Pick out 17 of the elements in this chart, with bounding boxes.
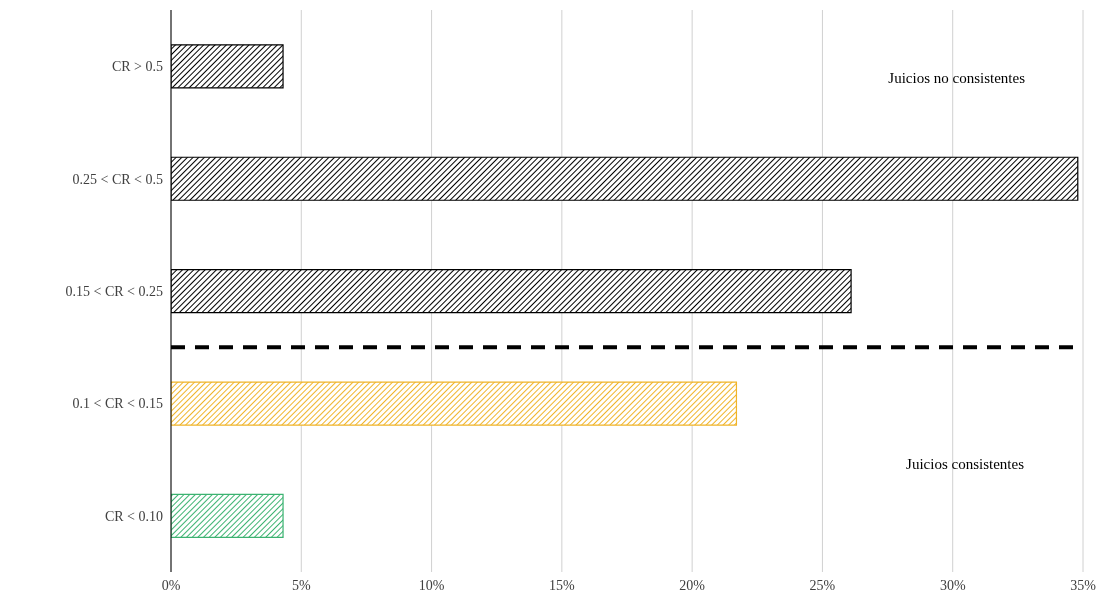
y-tick-label: CR > 0.5 [111,59,163,75]
x-tick-label: 35% [1070,577,1097,593]
x-tick-label: 5% [291,577,311,593]
y-tick-label: 0.1 < CR < 0.15 [72,396,163,412]
annotation: Juicios no consistentes [888,70,1025,87]
bar [171,381,738,426]
x-tick-label: 25% [809,577,836,593]
y-tick-label: CR < 0.10 [104,508,163,524]
x-tick-label: 15% [549,577,576,593]
bar [171,493,284,539]
annotation: Juicios consistentes [906,456,1024,473]
x-tick-label: 10% [418,577,445,593]
x-tick-label: 0% [161,577,181,593]
y-tick-label: 0.25 < CR < 0.5 [72,171,163,187]
x-tick-label: 20% [679,577,706,593]
x-tick-label: 30% [939,577,966,593]
y-tick-label: 0.15 < CR < 0.25 [65,283,163,299]
